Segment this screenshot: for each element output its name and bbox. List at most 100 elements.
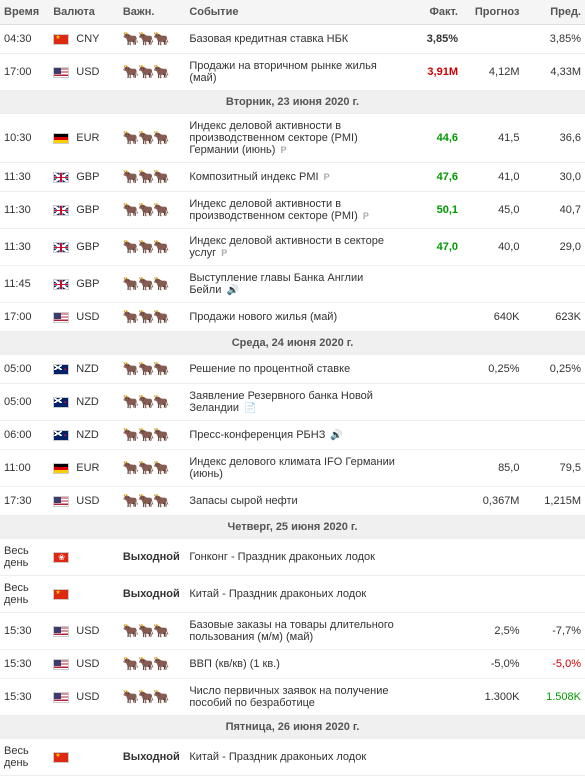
flag-icon	[53, 397, 69, 408]
event-row[interactable]: 11:30 GBP🐂🐂🐂Индекс деловой активности в …	[0, 229, 585, 266]
header-forecast[interactable]: Прогноз	[462, 0, 523, 25]
header-importance[interactable]: Важн.	[119, 0, 185, 25]
flag-icon	[53, 242, 69, 253]
event-cell: Запасы сырой нефти	[185, 487, 400, 516]
date-separator-row: Вторник, 23 июня 2020 г.	[0, 91, 585, 114]
importance-cell: 🐂🐂🐂	[119, 54, 185, 91]
forecast-cell: 41,0	[462, 163, 523, 192]
holiday-row[interactable]: Весь деньВыходнойГонконг - Праздник драк…	[0, 539, 585, 576]
document-icon: 📄	[244, 403, 256, 414]
time-cell: 17:00	[0, 54, 49, 91]
event-row[interactable]: 15:30 USD🐂🐂🐂Базовые заказы на товары дли…	[0, 613, 585, 650]
event-cell: ВВП (кв/кв) (1 кв.)	[185, 650, 400, 679]
event-row[interactable]: 10:30 EUR🐂🐂🐂Индекс деловой активности в …	[0, 114, 585, 163]
bull-icon: 🐂🐂🐂	[123, 64, 169, 80]
forecast-cell: 85,0	[462, 450, 523, 487]
header-currency[interactable]: Валюта	[49, 0, 119, 25]
currency-code: GBP	[73, 171, 99, 183]
bull-icon: 🐂🐂🐂	[123, 309, 169, 325]
prev-cell: 4,33M	[523, 54, 585, 91]
header-time[interactable]: Время	[0, 0, 49, 25]
event-row[interactable]: 15:30 USD🐂🐂🐂ВВП (кв/кв) (1 кв.)-5,0%-5,0…	[0, 650, 585, 679]
flag-icon	[53, 626, 69, 637]
event-row[interactable]: 05:00 NZD🐂🐂🐂Решение по процентной ставке…	[0, 355, 585, 384]
fact-cell	[401, 266, 462, 303]
header-event[interactable]: Событие	[185, 0, 400, 25]
currency-cell: GBP	[49, 229, 119, 266]
event-cell: Число первичных заявок на получение посо…	[185, 679, 400, 716]
event-row[interactable]: 11:30 GBP🐂🐂🐂Композитный индекс PMI P47,6…	[0, 163, 585, 192]
event-text: Базовые заказы на товары длительного пол…	[189, 619, 393, 643]
importance-cell: 🐂🐂🐂	[119, 650, 185, 679]
forecast-cell: 40,0	[462, 229, 523, 266]
time-cell: 11:00	[0, 450, 49, 487]
prev-cell	[523, 384, 585, 421]
currency-code: USD	[73, 625, 99, 637]
event-cell: Композитный индекс PMI P	[185, 163, 400, 192]
event-cell: Базовые заказы на товары длительного пол…	[185, 613, 400, 650]
event-row[interactable]: 11:45 GBP🐂🐂🐂Выступление главы Банка Англ…	[0, 266, 585, 303]
event-row[interactable]: 17:30 USD🐂🐂🐂Запасы сырой нефти0,367M1,21…	[0, 487, 585, 516]
fact-cell	[401, 355, 462, 384]
event-row[interactable]: 17:00 USD🐂🐂🐂Продажи нового жилья (май)64…	[0, 303, 585, 332]
prev-cell	[523, 421, 585, 450]
event-text: Выступление главы Банка Англии Бейли	[189, 272, 363, 296]
currency-code: EUR	[73, 462, 99, 474]
flag-icon	[53, 552, 69, 563]
time-cell: 11:30	[0, 229, 49, 266]
bull-icon: 🐂🐂🐂	[123, 239, 169, 255]
currency-cell: USD	[49, 613, 119, 650]
date-label: Четверг, 25 июня 2020 г.	[0, 516, 585, 539]
date-separator-row: Четверг, 25 июня 2020 г.	[0, 516, 585, 539]
event-row[interactable]: 17:00 USD🐂🐂🐂Продажи на вторичном рынке ж…	[0, 54, 585, 91]
event-row[interactable]: 15:30 USD🐂🐂🐂Число первичных заявок на по…	[0, 679, 585, 716]
time-cell: 15:30	[0, 679, 49, 716]
header-fact[interactable]: Факт.	[401, 0, 462, 25]
forecast-cell: -5,0%	[462, 650, 523, 679]
header-prev[interactable]: Пред.	[523, 0, 585, 25]
fact-cell	[401, 384, 462, 421]
date-label: Среда, 24 июня 2020 г.	[0, 332, 585, 355]
event-row[interactable]: 05:00 NZD🐂🐂🐂Заявление Резервного банка Н…	[0, 384, 585, 421]
currency-cell: USD	[49, 487, 119, 516]
forecast-cell: 4,12M	[462, 54, 523, 91]
time-cell: 10:30	[0, 114, 49, 163]
holiday-label: Выходной	[119, 739, 185, 776]
preliminary-icon: P	[221, 248, 227, 258]
importance-cell: 🐂🐂🐂	[119, 421, 185, 450]
event-row[interactable]: 11:00 EUR🐂🐂🐂Индекс делового климата IFO …	[0, 450, 585, 487]
importance-cell: 🐂🐂🐂	[119, 163, 185, 192]
event-cell: Заявление Резервного банка Новой Зеланди…	[185, 384, 400, 421]
prev-cell: 36,6	[523, 114, 585, 163]
event-cell: Индекс деловой активности в производстве…	[185, 114, 400, 163]
event-cell: Китай - Праздник драконьих лодок	[185, 576, 585, 613]
time-cell: 17:00	[0, 303, 49, 332]
event-row[interactable]: 04:30 CNY🐂🐂🐂Базовая кредитная ставка НБК…	[0, 25, 585, 54]
time-cell: 06:00	[0, 421, 49, 450]
forecast-cell: 2,5%	[462, 613, 523, 650]
event-cell: Пресс-конференция РБНЗ 🔊	[185, 421, 400, 450]
holiday-row[interactable]: Весь деньВыходнойКитай - Праздник дракон…	[0, 576, 585, 613]
event-cell: Выступление главы Банка Англии Бейли 🔊	[185, 266, 400, 303]
event-text: Запасы сырой нефти	[189, 495, 297, 507]
event-row[interactable]: 11:30 GBP🐂🐂🐂Индекс деловой активности в …	[0, 192, 585, 229]
currency-code: USD	[73, 311, 99, 323]
fact-cell	[401, 487, 462, 516]
prev-cell: 623K	[523, 303, 585, 332]
flag-icon	[53, 364, 69, 375]
bull-icon: 🐂🐂🐂	[123, 427, 169, 443]
currency-code: NZD	[73, 363, 99, 375]
time-cell: 11:30	[0, 163, 49, 192]
time-cell: 11:45	[0, 266, 49, 303]
event-row[interactable]: 06:00 NZD🐂🐂🐂Пресс-конференция РБНЗ 🔊	[0, 421, 585, 450]
event-text: Продажи нового жилья (май)	[189, 311, 337, 323]
currency-code: USD	[73, 658, 99, 670]
holiday-row[interactable]: Весь деньВыходнойКитай - Праздник дракон…	[0, 739, 585, 776]
event-cell: Китай - Праздник драконьих лодок	[185, 739, 585, 776]
forecast-cell	[462, 266, 523, 303]
currency-cell: USD	[49, 54, 119, 91]
importance-cell: 🐂🐂🐂	[119, 355, 185, 384]
bull-icon: 🐂🐂🐂	[123, 169, 169, 185]
event-cell: Продажи нового жилья (май)	[185, 303, 400, 332]
flag-icon	[53, 34, 69, 45]
